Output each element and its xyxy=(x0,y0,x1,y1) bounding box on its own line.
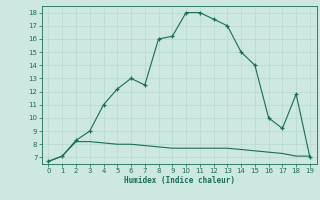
X-axis label: Humidex (Indice chaleur): Humidex (Indice chaleur) xyxy=(124,176,235,185)
